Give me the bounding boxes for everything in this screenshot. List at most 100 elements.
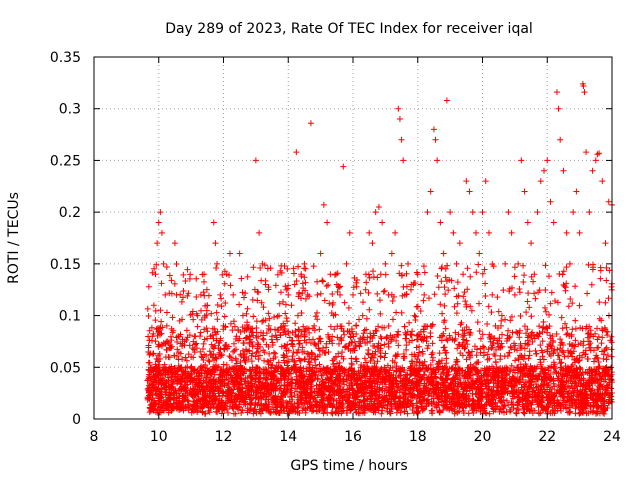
background-point [385, 322, 392, 329]
background-point [356, 316, 363, 323]
background-point [299, 280, 306, 287]
background-point [183, 357, 190, 364]
background-point [480, 352, 487, 359]
background-point [209, 325, 216, 332]
background-point [444, 262, 451, 269]
background-point [501, 353, 508, 360]
background-point [219, 271, 226, 278]
background-point [393, 309, 400, 316]
background-point [214, 316, 221, 323]
background-point [345, 304, 352, 311]
background-point [198, 316, 205, 323]
background-point [365, 347, 372, 354]
background-point [460, 293, 467, 300]
background-point [600, 355, 607, 362]
background-point [525, 355, 532, 362]
background-point [413, 344, 420, 351]
background-point [547, 332, 554, 339]
background-point [531, 335, 538, 342]
background-point [308, 355, 315, 362]
background-point [499, 331, 506, 338]
background-point [208, 310, 215, 317]
background-point [569, 326, 576, 333]
background-point [374, 290, 381, 297]
background-point [329, 290, 336, 297]
background-point [488, 345, 495, 352]
background-point [461, 289, 468, 296]
background-point [476, 328, 483, 335]
background-point [381, 287, 388, 294]
background-point [310, 263, 317, 270]
background-point [451, 285, 458, 292]
background-point [298, 310, 305, 317]
background-point [604, 352, 611, 359]
background-point [498, 317, 505, 324]
background-point [314, 316, 321, 323]
background-point [316, 326, 323, 333]
background-point [466, 329, 473, 336]
grid-lines [94, 57, 612, 419]
background-point [511, 273, 518, 280]
background-point [185, 290, 192, 297]
background-point [376, 297, 383, 304]
background-point [382, 271, 389, 278]
background-point [565, 303, 572, 310]
background-point [312, 313, 319, 320]
background-point [526, 352, 533, 359]
background-point [329, 410, 336, 417]
background-point [434, 272, 441, 279]
background-point [232, 346, 239, 353]
background-point [317, 290, 324, 297]
background-point [144, 305, 151, 312]
background-point [238, 275, 245, 282]
background-point [505, 327, 512, 334]
background-point [542, 286, 549, 293]
background-point [602, 299, 609, 306]
background-point [546, 273, 553, 280]
background-point [454, 279, 461, 286]
background-point [252, 353, 259, 360]
background-point [380, 288, 387, 295]
background-point [299, 290, 306, 297]
background-point [302, 279, 309, 286]
background-point [398, 309, 405, 316]
background-point [239, 289, 246, 296]
background-point [520, 279, 527, 286]
background-point [600, 365, 607, 372]
background-point [514, 406, 521, 413]
background-point [319, 278, 326, 285]
background-point [267, 265, 274, 272]
background-point [557, 360, 564, 367]
background-point [267, 410, 274, 417]
background-point [402, 335, 409, 342]
background-point [293, 349, 300, 356]
background-point [331, 326, 338, 333]
background-point [563, 324, 570, 331]
background-point [357, 290, 364, 297]
background-point [479, 270, 486, 277]
background-point [406, 319, 413, 326]
background-point [158, 280, 165, 287]
background-point [312, 362, 319, 369]
background-point [556, 270, 563, 277]
background-point [435, 284, 442, 291]
background-point [421, 269, 428, 276]
background-point [382, 383, 389, 390]
background-point [201, 292, 208, 299]
background-point [213, 265, 220, 272]
background-point [415, 352, 422, 359]
background-point [145, 313, 152, 320]
background-point [292, 320, 299, 327]
background-point [173, 260, 180, 267]
background-point [271, 314, 278, 321]
background-point [163, 263, 170, 270]
background-point [442, 325, 449, 332]
background-point [488, 309, 495, 316]
background-point [543, 308, 550, 315]
background-point [416, 343, 423, 350]
background-point [242, 290, 249, 297]
background-point [562, 287, 569, 294]
background-point [532, 347, 539, 354]
background-point [190, 316, 197, 323]
background-point [345, 320, 352, 327]
